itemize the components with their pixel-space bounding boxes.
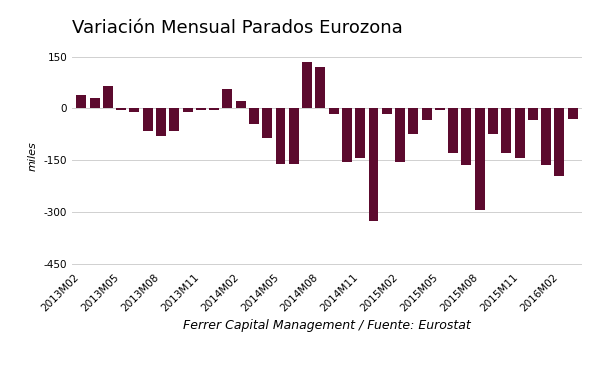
Bar (116, 108, 126, 110)
Bar (169, 108, 179, 131)
Bar (130, 108, 139, 112)
Bar (355, 108, 365, 158)
Bar (156, 108, 166, 136)
Bar (395, 108, 405, 162)
Bar (196, 108, 206, 110)
Bar (342, 108, 352, 162)
Bar (182, 108, 193, 112)
Bar (316, 67, 325, 108)
Bar (435, 108, 445, 110)
Bar (302, 62, 312, 108)
Bar (289, 108, 299, 164)
Bar (475, 108, 485, 210)
Bar (143, 108, 152, 131)
Bar (103, 86, 113, 108)
Bar (209, 108, 219, 110)
Bar (262, 108, 272, 138)
Bar (422, 108, 431, 121)
Y-axis label: miles: miles (28, 141, 38, 171)
Bar (275, 108, 286, 164)
Bar (249, 108, 259, 124)
Bar (329, 108, 338, 114)
Bar (223, 89, 232, 108)
Bar (236, 101, 245, 108)
X-axis label: Ferrer Capital Management / Fuente: Eurostat: Ferrer Capital Management / Fuente: Euro… (183, 319, 471, 332)
Bar (448, 108, 458, 153)
Bar (528, 108, 538, 121)
Bar (488, 108, 498, 134)
Bar (515, 108, 524, 158)
Bar (541, 108, 551, 165)
Bar (89, 98, 100, 108)
Bar (554, 108, 565, 175)
Bar (368, 108, 379, 220)
Bar (76, 95, 86, 108)
Bar (461, 108, 472, 165)
Bar (502, 108, 511, 153)
Text: Variación Mensual Parados Eurozona: Variación Mensual Parados Eurozona (72, 19, 403, 37)
Bar (568, 108, 578, 119)
Bar (409, 108, 418, 134)
Bar (382, 108, 392, 114)
